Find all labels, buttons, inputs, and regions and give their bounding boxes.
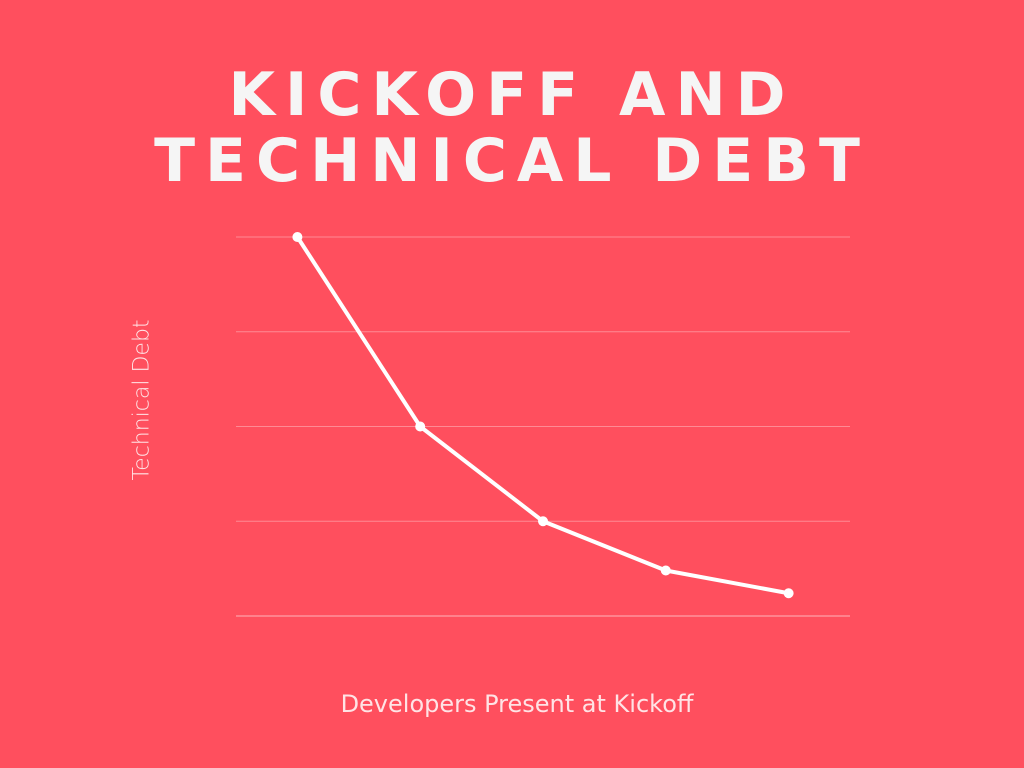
markers-layer xyxy=(292,232,794,599)
chart-title-line-1: KICKOFF AND xyxy=(228,60,796,130)
chart-title: KICKOFF AND TECHNICAL DEBT xyxy=(0,62,1024,194)
data-point-5 xyxy=(783,588,794,599)
series-layer xyxy=(295,235,791,596)
y-axis-label: Technical Debt xyxy=(129,319,155,481)
data-point-3 xyxy=(538,516,548,527)
series-line xyxy=(295,235,791,596)
chart-title-line-2: TECHNICAL DEBT xyxy=(154,126,870,196)
x-axis-label: Developers Present at Kickoff xyxy=(340,690,694,718)
data-point-2 xyxy=(415,421,426,432)
gridlines xyxy=(236,236,850,617)
data-point-4 xyxy=(660,565,671,576)
data-point-1 xyxy=(292,232,303,242)
